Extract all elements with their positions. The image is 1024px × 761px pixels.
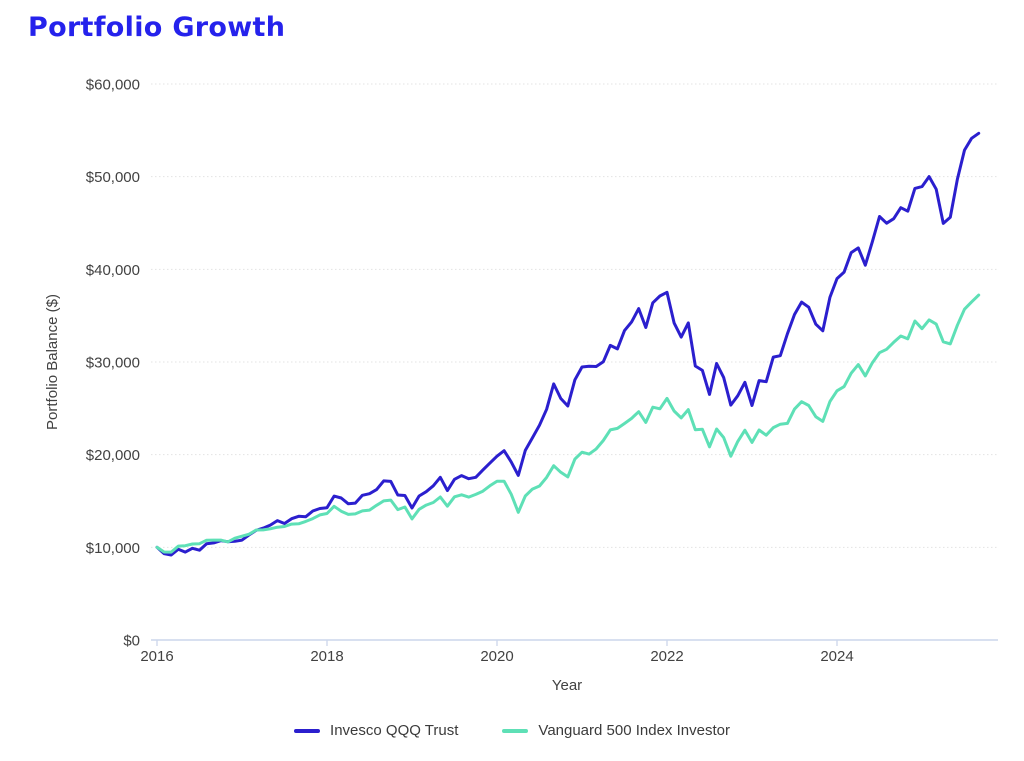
y-tick-label: $0: [123, 633, 140, 650]
y-tick-label: $10,000: [86, 540, 140, 557]
x-tick-label: 2016: [140, 648, 173, 665]
series-line-invesco-qqq-trust[interactable]: [155, 131, 981, 557]
y-tick-label: $30,000: [86, 355, 140, 372]
x-axis-title: Year: [552, 677, 582, 694]
vanguard-500-line-swatch: [502, 728, 529, 733]
chart-legend: Invesco QQQ Trust Vanguard 500 Index Inv…: [0, 722, 1024, 739]
growth-line-chart: $0 $10,000 $20,000 $30,000 $40,000 $50,000 $60…: [44, 77, 998, 694]
y-tick-label: $40,000: [86, 262, 140, 279]
invesco-qqq-line-swatch: [294, 728, 321, 733]
page-title: Portfolio Growth: [28, 12, 286, 43]
series-line-vanguard-500-index-investor[interactable]: [155, 293, 981, 554]
legend-item-invesco-qqq-trust[interactable]: Invesco QQQ Trust: [294, 722, 458, 739]
y-tick-label: $50,000: [86, 169, 140, 186]
x-tick-label: 2018: [310, 648, 343, 665]
legend-item-vanguard-500-index-investor[interactable]: Vanguard 500 Index Investor: [502, 722, 730, 739]
x-tick-label: 2020: [480, 648, 513, 665]
y-tick-label: $20,000: [86, 447, 140, 464]
y-tick-label: $60,000: [86, 77, 140, 94]
legend-label: Invesco QQQ Trust: [330, 722, 459, 739]
x-tick-label: 2022: [650, 648, 683, 665]
y-axis-title: Portfolio Balance ($): [44, 294, 61, 430]
x-tick-label: 2024: [820, 648, 853, 665]
legend-label: Vanguard 500 Index Investor: [538, 722, 730, 739]
